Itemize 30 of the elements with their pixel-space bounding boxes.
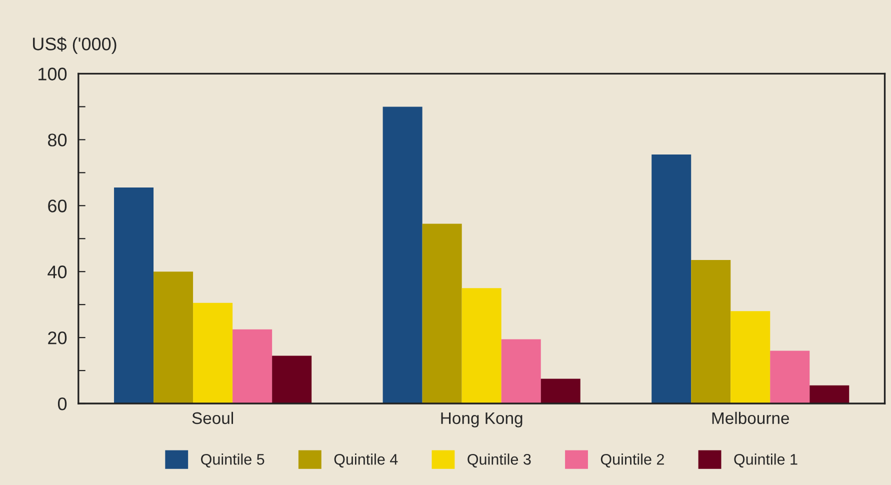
- bar: [501, 339, 541, 404]
- legend-label: Quintile 3: [468, 454, 531, 468]
- bar: [462, 288, 502, 404]
- y-tick-label: 100: [38, 68, 67, 80]
- bar: [652, 154, 692, 404]
- bar: [193, 302, 233, 404]
- legend-label: Quintile 2: [600, 454, 664, 468]
- legend-label: Quintile 1: [734, 454, 798, 468]
- legend-label: Quintile 5: [201, 454, 264, 468]
- bar: [810, 385, 850, 404]
- bar: [272, 356, 312, 404]
- x-tick-label: Hong Kong: [441, 412, 522, 428]
- bar: [114, 188, 154, 404]
- bar: [232, 329, 272, 404]
- legend-label: Quintile 4: [334, 454, 398, 468]
- bar: [422, 224, 462, 404]
- bar: [730, 311, 770, 404]
- x-tick-label: Seoul: [192, 412, 233, 424]
- bar: [770, 350, 810, 404]
- x-tick-label: Melbourne: [712, 412, 790, 424]
- bar: [540, 378, 580, 404]
- y-tick-label: 40: [48, 266, 67, 278]
- y-axis-title: US$ ('000): [33, 36, 116, 54]
- bar: [382, 106, 422, 404]
- bar: [691, 260, 731, 404]
- bar: [154, 272, 194, 404]
- y-tick-label: 20: [48, 331, 67, 344]
- y-tick-label: 80: [48, 134, 67, 146]
- y-tick-label: 60: [48, 200, 67, 212]
- y-tick-label: 0: [58, 397, 67, 410]
